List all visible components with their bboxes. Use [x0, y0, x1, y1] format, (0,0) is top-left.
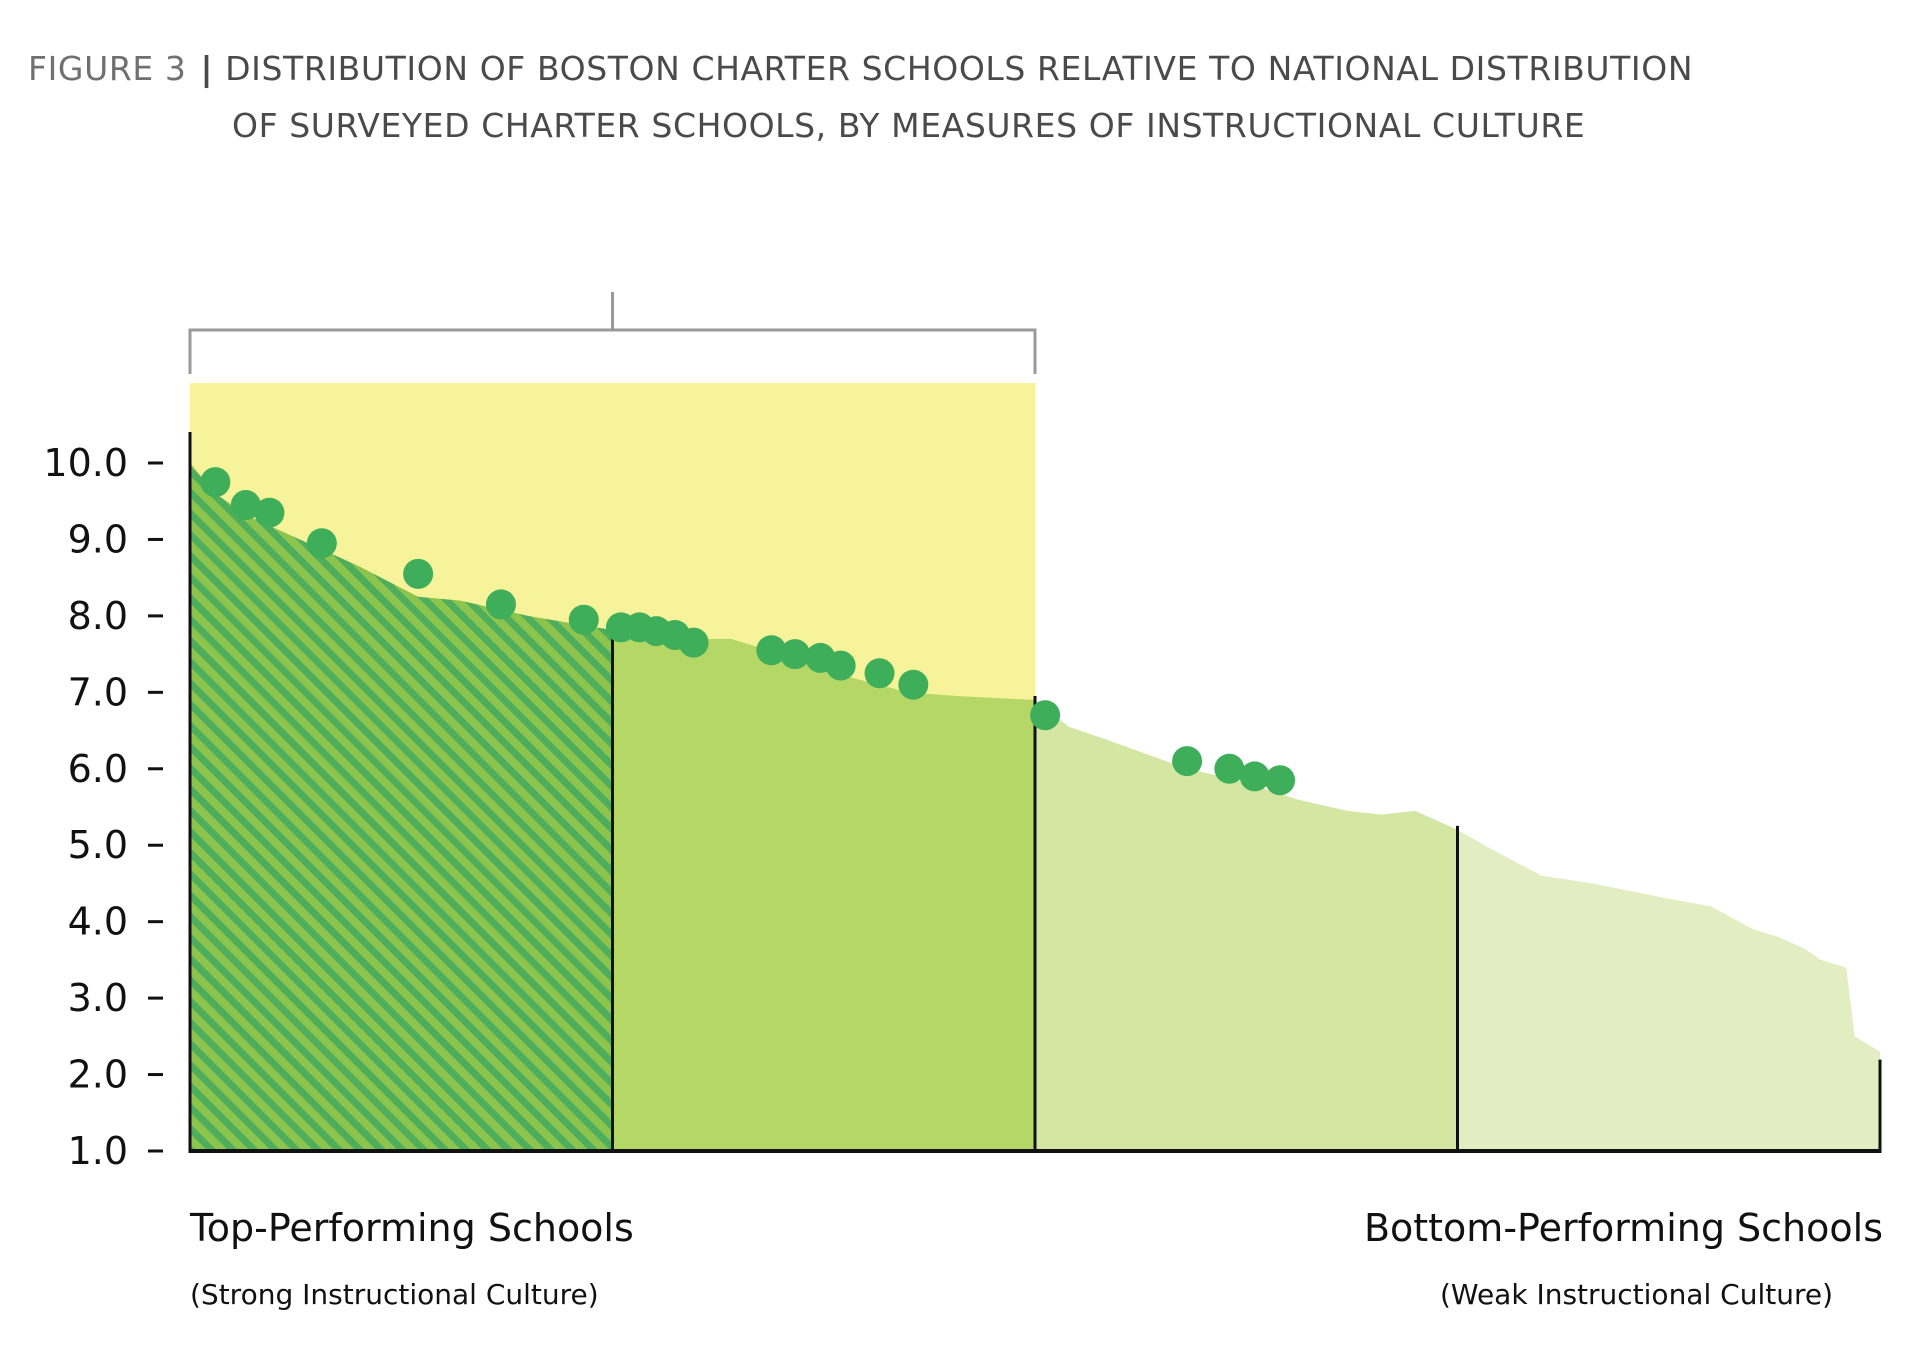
boston-school-dot: [403, 558, 434, 589]
y-tick-label: 1.0: [68, 1129, 128, 1173]
chart-title: FIGURE 3 | DISTRIBUTION OF BOSTON CHARTER …: [28, 40, 1693, 154]
y-tick-label: 9.0: [68, 517, 128, 561]
boston-school-dot: [230, 490, 261, 521]
figure-number: FIGURE 3: [28, 49, 187, 88]
y-tick-label: 4.0: [68, 900, 128, 944]
boston-school-dot: [485, 589, 516, 620]
boston-school-dot: [1172, 746, 1203, 777]
boston-school-dot: [568, 604, 599, 635]
y-tick-label: 7.0: [68, 670, 128, 714]
boston-school-dot: [1265, 765, 1296, 796]
boston-schools: [200, 467, 1296, 796]
y-tick-label: 3.0: [68, 976, 128, 1020]
y-tick-label: 8.0: [68, 594, 128, 638]
boston-school-dot: [678, 627, 709, 658]
quartile-1-area: [190, 463, 613, 1151]
boston-school-dot: [254, 497, 285, 528]
title-line-1: DISTRIBUTION OF BOSTON CHARTER SCHOOLS R…: [225, 49, 1694, 88]
distribution-area: [190, 463, 1880, 1151]
x-right-sublabel: (Weak Instructional Culture): [1439, 1278, 1833, 1311]
y-tick-label: 6.0: [68, 747, 128, 791]
boston-school-dot: [756, 635, 787, 666]
x-left-sublabel: (Strong Instructional Culture): [190, 1278, 599, 1311]
y-tick-label: 5.0: [68, 823, 128, 867]
boston-school-dot: [1214, 753, 1245, 784]
x-left-label: Top-Performing Schools: [190, 1206, 634, 1250]
boston-school-dot: [1239, 761, 1270, 792]
boston-school-dot: [200, 467, 231, 498]
y-axis: [188, 432, 1882, 1153]
y-tick-label: 10.0: [43, 441, 128, 485]
boston-school-dot: [1030, 700, 1061, 731]
quartile-dividers: [611, 625, 1459, 1151]
top-half-bracket: [188, 292, 1037, 374]
quartile-2-area: [612, 629, 1035, 1151]
quartile-4-area: [1457, 829, 1880, 1151]
boston-school-dot: [306, 528, 337, 559]
boston-school-dot: [898, 669, 929, 700]
title-separator: |: [200, 49, 214, 88]
title-line-2: OF SURVEYED CHARTER SCHOOLS, BY MEASURES…: [232, 106, 1586, 145]
y-axis-ticks: 10.0 9.0 8.0 7.0 6.0 5.0 4.0 3.0 2.0 1.0: [43, 441, 163, 1173]
boston-school-dot: [864, 658, 895, 689]
boston-school-dot: [780, 639, 811, 670]
y-tick-label: 2.0: [68, 1053, 128, 1097]
quartile-3-area: [1035, 699, 1458, 1151]
x-right-label: Bottom-Performing Schools: [1363, 1206, 1883, 1250]
boston-school-dot: [825, 650, 856, 681]
